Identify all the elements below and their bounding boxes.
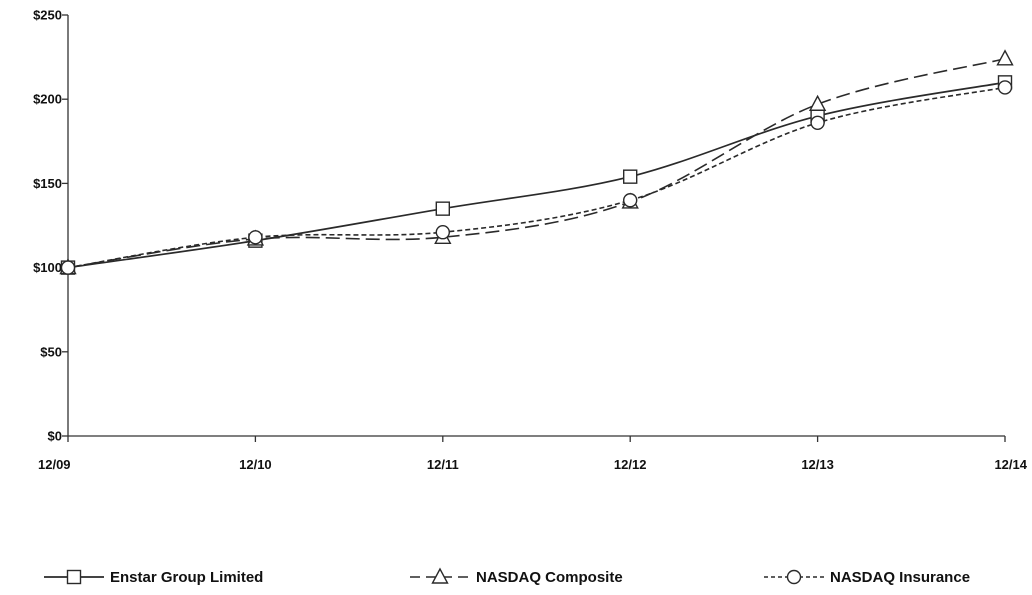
series-line	[67, 86, 1006, 269]
legend-marker-square	[66, 569, 82, 585]
series-circle	[67, 86, 1006, 269]
data-point-square	[435, 201, 450, 216]
y-tick-label: $100	[33, 260, 62, 275]
legend-item: NASDAQ Insurance	[764, 569, 970, 586]
series-markers-triangle	[59, 49, 1014, 275]
chart-axes: $0 $50 $100 $150 $200 $250 12/09 12/10 12/11 12/1…	[33, 8, 1028, 473]
legend-item: Enstar Group Limited	[44, 569, 263, 586]
data-point-circle	[997, 80, 1013, 95]
x-tick-label: 12/11	[427, 457, 459, 472]
data-point-triangle	[996, 49, 1014, 66]
legend-marker-circle	[786, 569, 802, 585]
series-layer	[59, 49, 1014, 275]
legend-label: NASDAQ Insurance	[830, 569, 970, 586]
data-point-circle	[623, 193, 638, 208]
legend-label: NASDAQ Composite	[476, 569, 623, 586]
series-square	[67, 81, 1006, 269]
x-tick-label: 12/13	[801, 457, 834, 472]
y-tick-label: $200	[33, 92, 62, 107]
data-point-circle	[248, 230, 263, 245]
series-markers-circle	[60, 80, 1013, 275]
legend-marker-triangle	[431, 567, 449, 584]
data-point-triangle	[808, 94, 827, 111]
series-line	[67, 81, 1006, 269]
y-tick-label: $0	[48, 429, 62, 444]
y-tick-label: $150	[33, 176, 62, 191]
chart-legend: Enstar Group Limited NASDAQ Composite NASD…	[44, 567, 970, 586]
y-tick-label: $50	[40, 344, 62, 359]
x-tick-label: 12/09	[38, 457, 71, 472]
legend-label: Enstar Group Limited	[110, 569, 263, 586]
y-tick-label: $250	[33, 8, 62, 23]
series-line	[67, 58, 1006, 269]
x-tick-label: 12/10	[239, 457, 272, 472]
x-tick-label: 12/14	[994, 457, 1027, 472]
data-point-circle	[60, 260, 76, 275]
series-triangle	[67, 58, 1006, 269]
legend-item: NASDAQ Composite	[410, 567, 623, 586]
data-point-square	[623, 169, 638, 184]
data-point-circle	[810, 115, 825, 130]
data-point-circle	[435, 225, 450, 240]
x-tick-label: 12/12	[614, 457, 647, 472]
